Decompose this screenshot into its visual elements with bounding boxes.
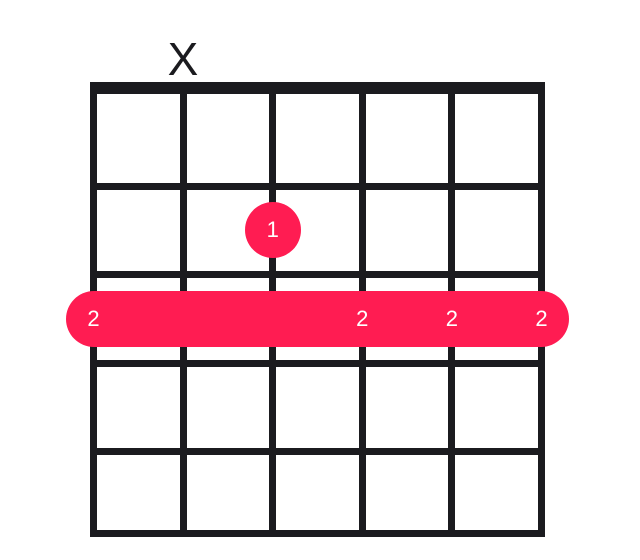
mute-marker-x: X	[168, 32, 199, 86]
fret-3	[90, 360, 545, 367]
fret-2	[90, 271, 545, 278]
nut	[90, 82, 545, 94]
fretboard: 1 2 2 2 2	[90, 82, 545, 537]
finger-label-1: 1	[267, 217, 279, 243]
chord-diagram: X 1 2 2 2 2	[60, 30, 580, 530]
fret-4	[90, 448, 545, 455]
barre-fret-3	[66, 291, 569, 347]
barre-finger-label-3: 2	[356, 306, 368, 332]
barre-finger-label-4: 2	[446, 306, 458, 332]
fret-1	[90, 183, 545, 190]
fret-5	[90, 530, 545, 537]
barre-finger-label-0: 2	[87, 306, 99, 332]
barre-finger-label-5: 2	[535, 306, 547, 332]
